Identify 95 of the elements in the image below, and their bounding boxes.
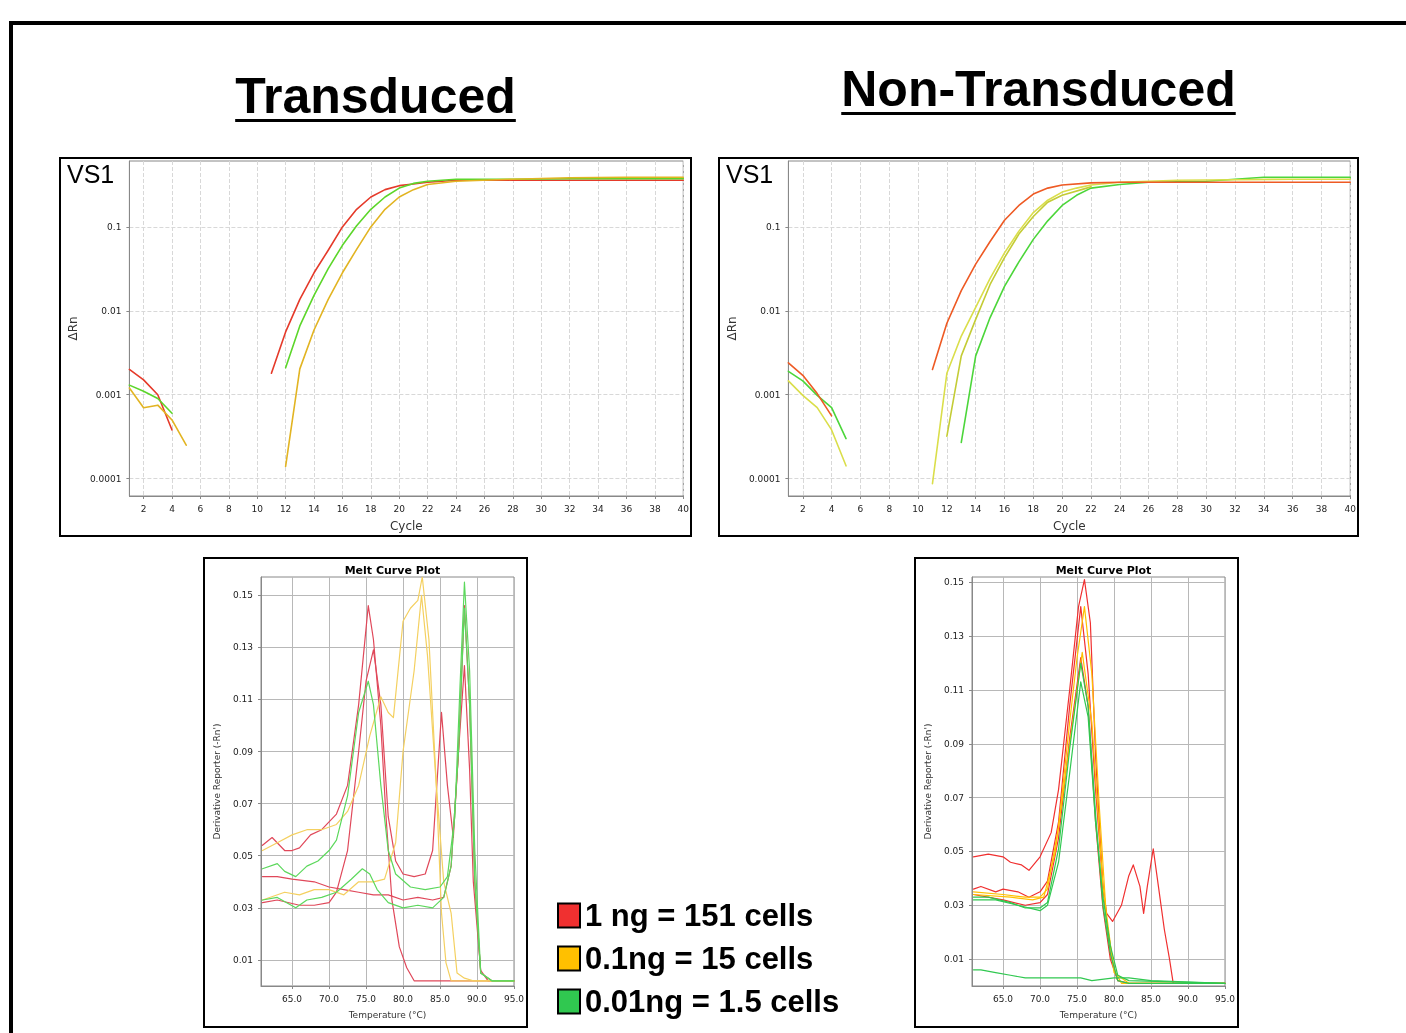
x-tick-label: 16	[998, 503, 1011, 514]
y-tick-label: 0.07	[232, 798, 253, 809]
x-tick-label: 32	[1229, 503, 1241, 514]
y-tick-label: 0.11	[943, 685, 964, 696]
x-tick-label: 28	[507, 503, 519, 514]
y-axis-title: Derivative Reporter (-Rn')	[211, 723, 222, 840]
y-tick-label: 0.11	[232, 694, 253, 705]
x-tick-label: 36	[620, 503, 633, 514]
y-tick-label: 0.05	[232, 850, 253, 861]
x-tick-label: 95.0	[1214, 993, 1236, 1004]
x-tick-label: 26	[1142, 503, 1155, 514]
y-tick-label: 0.001	[95, 389, 122, 400]
x-tick-label: 10	[251, 503, 264, 514]
x-tick-label: 12	[279, 503, 292, 514]
x-tick-label: 8	[225, 503, 232, 514]
y-tick-label: 0.13	[943, 631, 964, 642]
x-tick-label: 95.0	[503, 993, 525, 1004]
y-tick-label: 0.15	[943, 577, 964, 588]
x-tick-label: 6	[197, 503, 204, 514]
y-tick-label: 0.1	[766, 221, 781, 232]
x-tick-label: 8	[886, 503, 893, 514]
legend-label: 0.1ng = 15 cells	[585, 941, 814, 976]
x-tick-label: 24	[1114, 503, 1126, 514]
x-tick-label: 24	[450, 503, 463, 514]
legend-label: 0.01ng = 1.5 cells	[585, 984, 840, 1019]
y-tick-label: 0.05	[943, 846, 964, 857]
x-tick-label: 85.0	[1141, 993, 1162, 1004]
x-tick-label: 28	[1171, 503, 1184, 514]
x-tick-label: 26	[478, 503, 491, 514]
x-tick-label: 20	[1056, 503, 1069, 514]
x-tick-label: 18	[1027, 503, 1040, 514]
x-tick-label: 36	[1286, 503, 1299, 514]
x-tick-label: 32	[563, 503, 576, 514]
y-tick-label: 0.01	[943, 954, 964, 965]
y-tick-label: 0.01	[232, 954, 253, 965]
y-axis-title: ΔRn	[66, 316, 80, 341]
x-tick-label: 70.0	[319, 993, 340, 1004]
x-tick-label: 65.0	[993, 993, 1014, 1004]
x-tick-label: 90.0	[466, 993, 488, 1004]
y-tick-label: 0.03	[943, 900, 964, 911]
text: VS1	[67, 159, 115, 188]
y-tick-label: 0.13	[232, 642, 253, 653]
y-tick-label: 0.07	[943, 792, 964, 803]
y-axis-title: ΔRn	[725, 316, 739, 341]
y-tick-label: 0.1	[107, 221, 122, 232]
y-tick-label: 0.15	[232, 590, 253, 601]
x-tick-label: 80.0	[393, 993, 414, 1004]
x-tick-label: 40	[677, 503, 690, 514]
y-axis-title: Derivative Reporter (-Rn')	[922, 723, 933, 840]
y-tick-label: 0.03	[232, 902, 253, 913]
x-tick-label: 4	[828, 503, 835, 514]
y-tick-label: 0.0001	[89, 473, 122, 484]
legend-label: 1 ng = 151 cells	[585, 898, 814, 933]
y-tick-label: 0.01	[101, 305, 122, 316]
x-tick-label: 75.0	[356, 993, 377, 1004]
x-tick-label: 80.0	[1104, 993, 1125, 1004]
y-tick-label: 0.0001	[748, 473, 781, 484]
x-tick-label: 14	[308, 503, 321, 514]
chart-title: Transduced	[234, 67, 517, 125]
chart-title: Non-Transduced	[840, 60, 1237, 118]
x-tick-label: 30	[535, 503, 548, 514]
x-tick-label: 38	[649, 503, 661, 514]
x-tick-label: 22	[421, 503, 434, 514]
x-tick-label: 34	[592, 503, 605, 514]
x-tick-label: 12	[941, 503, 953, 514]
y-tick-label: 0.001	[754, 389, 781, 400]
x-tick-label: 4	[169, 503, 176, 514]
chart-title: Melt Curve Plot	[1055, 564, 1152, 577]
x-tick-label: 10	[912, 503, 925, 514]
x-tick-label: 75.0	[1067, 993, 1088, 1004]
text: VS1	[726, 159, 774, 188]
chart-title: Melt Curve Plot	[344, 564, 441, 577]
x-axis-title: Cycle	[389, 519, 423, 533]
y-tick-label: 0.01	[760, 305, 781, 316]
y-tick-label: 0.09	[943, 738, 965, 749]
x-tick-label: 18	[365, 503, 377, 514]
x-tick-label: 85.0	[430, 993, 451, 1004]
x-tick-label: 40	[1344, 503, 1357, 514]
x-tick-label: 2	[140, 503, 147, 514]
x-tick-label: 70.0	[1030, 993, 1051, 1004]
x-tick-label: 38	[1315, 503, 1328, 514]
x-tick-label: 16	[336, 503, 349, 514]
x-tick-label: 22	[1085, 503, 1097, 514]
x-tick-label: 34	[1258, 503, 1270, 514]
x-tick-label: 20	[393, 503, 406, 514]
x-tick-label: 2	[799, 503, 806, 514]
y-tick-label: 0.09	[232, 746, 254, 757]
x-tick-label: 14	[969, 503, 982, 514]
x-axis-title: Temperature (°C)	[1058, 1009, 1138, 1020]
x-axis-title: Cycle	[1052, 519, 1086, 533]
x-tick-label: 6	[857, 503, 864, 514]
x-tick-label: 30	[1200, 503, 1213, 514]
x-axis-title: Temperature (°C)	[347, 1009, 427, 1020]
x-tick-label: 90.0	[1177, 993, 1199, 1004]
x-tick-label: 65.0	[282, 993, 303, 1004]
